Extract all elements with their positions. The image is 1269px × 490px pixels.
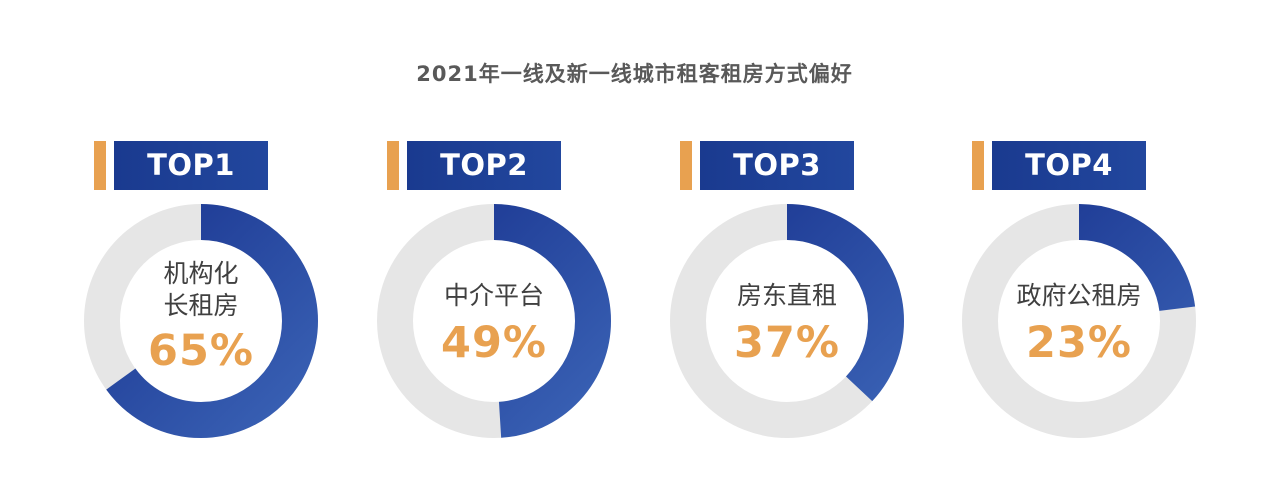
- badge-accent: [680, 141, 692, 190]
- donut-value-arc: [962, 204, 1196, 438]
- badge-accent: [972, 141, 984, 190]
- rank-label: TOP4: [992, 141, 1146, 190]
- rank-badge: TOP3: [680, 141, 854, 190]
- rank-badge: TOP2: [387, 141, 561, 190]
- donut-center: 中介平台 49%: [377, 280, 611, 368]
- category-label: 政府公租房: [1016, 281, 1142, 310]
- donut-card-4: TOP4 政府公租房 23%: [962, 0, 1202, 490]
- donut-card-1: TOP1 机构化长租房 65%: [84, 0, 324, 490]
- percent-value: 23%: [1026, 318, 1132, 368]
- category-label: 房东直租: [736, 281, 837, 310]
- donut-value-arc: [670, 204, 904, 438]
- donut-card-2: TOP2 中介平台 49%: [377, 0, 617, 490]
- rank-label: TOP2: [407, 141, 561, 190]
- donut-center: 政府公租房 23%: [962, 280, 1196, 368]
- rank-label: TOP3: [700, 141, 854, 190]
- chart-title: 2021年一线及新一线城市租客租房方式偏好: [416, 62, 853, 86]
- percent-value: 65%: [148, 326, 254, 376]
- donut-value-arc: [84, 204, 318, 438]
- badge-accent: [94, 141, 106, 190]
- donut-center: 机构化长租房 65%: [84, 258, 318, 376]
- rank-badge: TOP1: [94, 141, 268, 190]
- badge-accent: [387, 141, 399, 190]
- donut-chart: [84, 204, 318, 438]
- donut-center: 房东直租 37%: [670, 280, 904, 368]
- donut-chart: [377, 204, 611, 438]
- percent-value: 49%: [441, 318, 547, 368]
- category-label: 中介平台: [443, 281, 544, 310]
- percent-value: 37%: [734, 318, 840, 368]
- donut-value-arc: [377, 204, 611, 438]
- category-label: 长租房: [163, 291, 239, 320]
- donut-chart: [670, 204, 904, 438]
- donut-chart: [962, 204, 1196, 438]
- rank-badge: TOP4: [972, 141, 1146, 190]
- rank-label: TOP1: [114, 141, 268, 190]
- donut-card-3: TOP3 房东直租 37%: [670, 0, 910, 490]
- category-label: 机构化: [163, 259, 239, 288]
